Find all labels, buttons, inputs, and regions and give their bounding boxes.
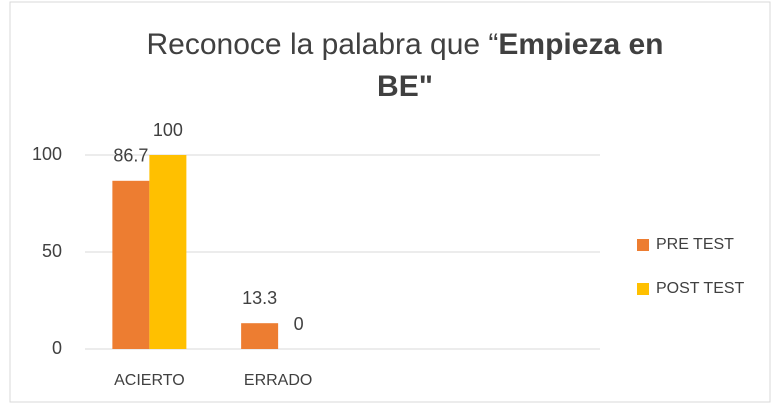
data-label: 0	[294, 314, 304, 334]
legend-swatch	[637, 239, 649, 251]
chart-title: Reconoce la palabra que “Empieza en	[147, 28, 664, 61]
title-part: Empieza en	[498, 28, 663, 61]
data-label: 100	[153, 120, 183, 140]
legend-label: POST TEST	[656, 280, 745, 297]
data-label: 13.3	[242, 288, 277, 308]
x-tick-label: ERRADO	[244, 372, 312, 389]
legend-label: PRE TEST	[656, 236, 734, 253]
chart-title-line: BE"	[377, 70, 433, 103]
y-tick-label: 50	[42, 241, 62, 261]
y-tick-label: 100	[32, 144, 62, 164]
bar	[241, 323, 279, 349]
y-tick-label: 0	[52, 338, 62, 358]
title-part: Reconoce la palabra que “	[147, 28, 499, 61]
data-label: 86.7	[113, 146, 148, 166]
legend-swatch	[637, 283, 649, 295]
x-tick-label: ACIERTO	[114, 372, 185, 389]
bar	[149, 155, 187, 349]
bar	[112, 180, 150, 349]
